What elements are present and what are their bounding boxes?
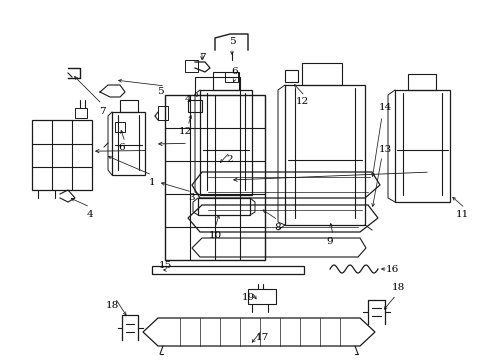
Bar	[187, 100, 202, 112]
Text: 8: 8	[274, 224, 281, 233]
Text: 16: 16	[385, 265, 398, 274]
Bar	[302, 63, 341, 85]
Bar	[224, 72, 238, 82]
Text: 6: 6	[119, 144, 125, 153]
Text: 13: 13	[378, 145, 391, 154]
Text: 4: 4	[86, 211, 93, 220]
Text: 1: 1	[148, 179, 155, 188]
Text: 2: 2	[226, 156, 233, 165]
Text: 9: 9	[326, 238, 333, 247]
Bar	[184, 60, 198, 72]
Text: 18: 18	[105, 301, 119, 310]
Text: 4: 4	[184, 95, 191, 104]
Bar	[285, 70, 297, 82]
Bar	[115, 122, 125, 132]
Text: 11: 11	[454, 211, 468, 220]
Text: 5: 5	[228, 37, 235, 46]
Text: 5: 5	[156, 87, 163, 96]
Bar	[120, 100, 138, 112]
Bar	[247, 289, 275, 304]
Bar	[75, 108, 87, 118]
Bar	[152, 266, 304, 274]
Text: 18: 18	[390, 284, 404, 292]
Text: 12: 12	[178, 127, 191, 136]
Text: 7: 7	[198, 54, 205, 63]
Bar	[195, 77, 240, 95]
Bar	[407, 74, 435, 90]
Text: 6: 6	[231, 68, 238, 77]
Bar	[158, 106, 168, 120]
Text: 3: 3	[188, 193, 195, 202]
Text: 7: 7	[99, 108, 105, 117]
Bar	[32, 120, 92, 190]
Text: 19: 19	[241, 293, 254, 302]
Text: 15: 15	[158, 261, 171, 270]
Text: 12: 12	[295, 98, 308, 107]
Text: 10: 10	[208, 231, 221, 240]
Text: 17: 17	[255, 333, 268, 342]
Bar	[213, 72, 239, 90]
Text: 14: 14	[378, 104, 391, 112]
Bar	[164, 95, 264, 260]
